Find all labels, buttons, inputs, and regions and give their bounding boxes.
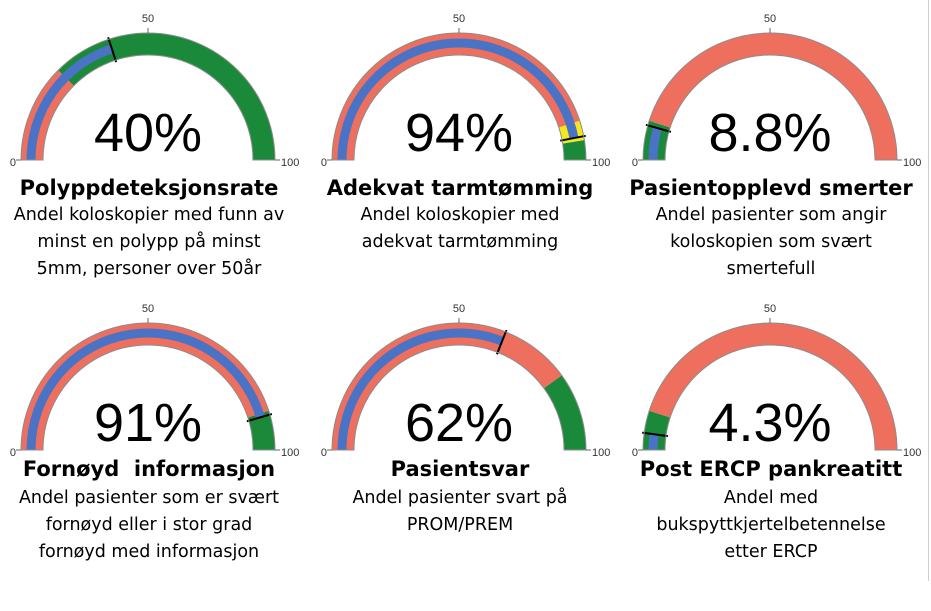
gauge-tick-label-min: 0 xyxy=(321,447,327,459)
gauge-outline xyxy=(20,322,276,451)
gauge-band-green xyxy=(58,33,276,160)
gauge-tick-label-max: 100 xyxy=(592,447,610,459)
gauge-tick-label-max: 100 xyxy=(903,157,921,169)
gauge-description: Andel med bukspyttkjertelbetennelse ette… xyxy=(616,485,926,566)
description-line: etter ERCP xyxy=(724,542,818,562)
gauge-description: Andel koloskopier med funn av minst en p… xyxy=(0,202,304,283)
description-line: Andel pasienter som angir xyxy=(655,205,887,225)
gauge-tick-label-mid: 50 xyxy=(142,13,154,25)
gauge-tick-label-min: 0 xyxy=(321,157,327,169)
description-line: 5mm, personer over 50år xyxy=(36,259,262,279)
gauge-value-arc xyxy=(26,328,265,451)
description-line: Andel koloskopier med funn av xyxy=(13,205,285,225)
gauge-value-label: 91% xyxy=(94,393,202,453)
gauge-value-label: 4.3% xyxy=(708,393,831,453)
description-line: fornøyd eller i stor grad xyxy=(45,515,253,535)
description-line: Andel koloskopier med xyxy=(360,205,560,225)
gauge-value-marker xyxy=(246,413,273,423)
gauge-tick-label-min: 0 xyxy=(632,447,638,459)
gauge-tick-label-mid: 50 xyxy=(142,303,154,315)
description-line: adekvat tarmtømming xyxy=(361,232,559,252)
gauge-tick-label-max: 100 xyxy=(281,157,299,169)
gauge-title: Adekvat tarmtømming xyxy=(326,176,594,200)
gauge-value-marker xyxy=(642,431,669,438)
gauge-pasientopplevd-smerter: 50 0 100 8.8% xyxy=(632,13,921,169)
gauge-value-arc xyxy=(648,433,659,451)
gauge-value-label: 8.8% xyxy=(708,103,831,163)
gauge-description: Andel pasienter svart på PROM/PREM xyxy=(305,485,615,539)
description-line: Andel pasienter som er svært xyxy=(18,488,280,508)
gauge-band-red xyxy=(649,323,897,450)
gauge-post-ercp-pankreatitt: 50 0 100 4.3% xyxy=(632,303,921,459)
gauge-value-arc xyxy=(337,38,579,161)
gauge-outline xyxy=(20,32,276,161)
gauge-value-marker xyxy=(495,329,508,355)
gauge-value-arc xyxy=(648,126,662,161)
frame-divider xyxy=(928,0,929,581)
description-line: smertefull xyxy=(726,259,816,279)
gauge-band-green xyxy=(247,410,275,450)
gauge-title: Post ERCP pankreatitt xyxy=(639,457,903,481)
gauge-title: Pasientopplevd smerter xyxy=(629,176,913,200)
gauge-pasientsvar: 50 0 100 62% xyxy=(321,303,610,459)
gauge-outline xyxy=(642,322,898,451)
gauge-tick-label-min: 0 xyxy=(10,157,16,169)
gauge-tick-label-mid: 50 xyxy=(453,13,465,25)
gauge-description: Andel pasienter som er svært fornøyd ell… xyxy=(0,485,304,566)
gauge-description: Andel pasienter som angir koloskopien so… xyxy=(616,202,926,283)
gauge-value-marker xyxy=(645,123,672,133)
gauge-tick-label-mid: 50 xyxy=(453,303,465,315)
gauge-band-green xyxy=(543,375,586,450)
gauge-tick-label-min: 0 xyxy=(632,157,638,169)
description-line: bukspyttkjertelbetennelse xyxy=(656,515,886,535)
gauge-value-arc xyxy=(26,44,114,161)
gauge-polyppdeteksjonsrate: 50 0 100 40% xyxy=(10,13,299,169)
gauge-value-label: 62% xyxy=(405,393,513,453)
description-line: Andel med xyxy=(723,488,819,508)
description-line: minst en polypp på minst xyxy=(37,232,261,252)
gauge-tick-label-max: 100 xyxy=(281,447,299,459)
gauge-tick-label-mid: 50 xyxy=(764,303,776,315)
gauge-description: Andel koloskopier med adekvat tarmtømmin… xyxy=(305,202,615,256)
description-line: fornøyd med informasjon xyxy=(38,542,260,562)
gauge-tick-label-min: 0 xyxy=(10,447,16,459)
gauge-value-arc xyxy=(337,328,504,451)
gauge-tick-label-max: 100 xyxy=(903,447,921,459)
gauge-outline xyxy=(331,32,587,161)
gauge-value-label: 40% xyxy=(94,103,202,163)
gauge-fornoyd-informasjon: 50 0 100 91% xyxy=(10,303,299,459)
gauge-band-green xyxy=(562,140,586,160)
description-line: PROM/PREM xyxy=(406,515,514,535)
description-line: Andel pasienter svart på xyxy=(352,488,568,508)
gauge-tick-label-max: 100 xyxy=(592,157,610,169)
gauge-title: Pasientsvar xyxy=(390,457,530,481)
gauge-band-red xyxy=(649,33,897,161)
description-line: koloskopien som svært xyxy=(670,232,872,252)
gauge-adekvat-tarmtomming: 50 0 100 94% xyxy=(321,13,610,169)
gauge-title: Fornøyd informasjon xyxy=(22,457,276,481)
gauge-title: Polyppdeteksjonsrate xyxy=(19,176,279,200)
gauge-value-marker xyxy=(559,134,586,142)
gauge-outline xyxy=(331,322,587,451)
gauge-value-label: 94% xyxy=(405,103,513,163)
gauge-outline xyxy=(642,32,898,161)
gauge-value-marker xyxy=(107,37,118,63)
gauge-tick-label-mid: 50 xyxy=(764,13,776,25)
